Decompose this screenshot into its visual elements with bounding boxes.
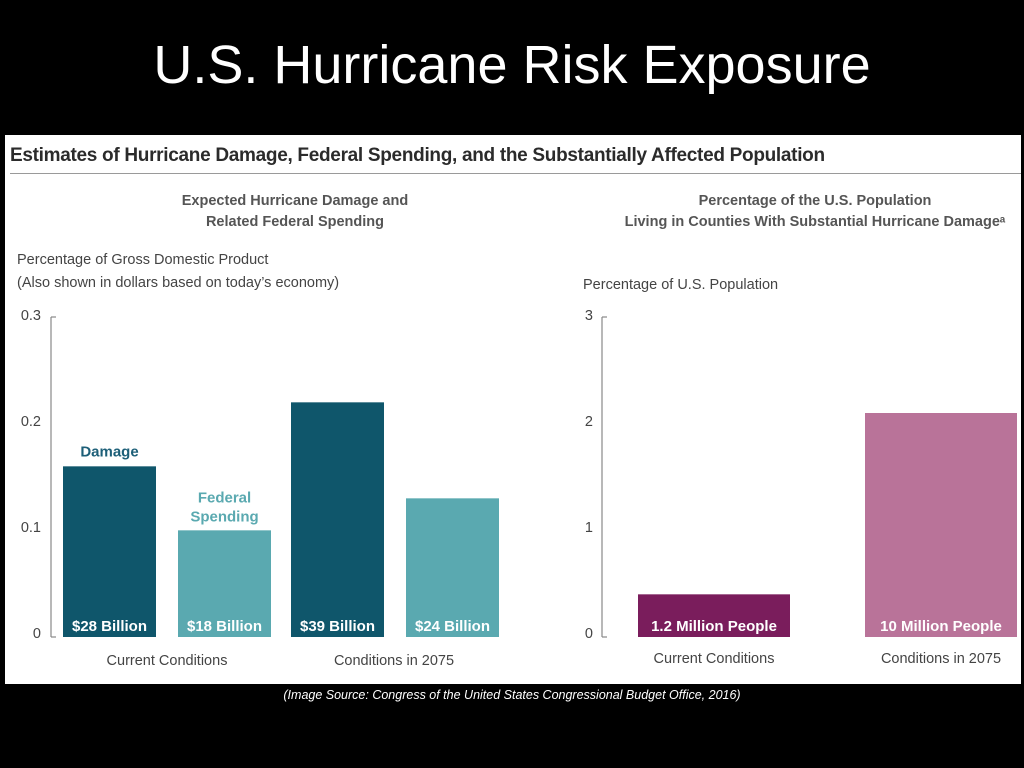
- population-bar-value-label: 10 Million People: [880, 618, 1002, 635]
- figure-title: Estimates of Hurricane Damage, Federal S…: [10, 145, 825, 166]
- federal-spending-series-label: Spending: [190, 508, 258, 525]
- population-bar-value-label: 1.2 Million People: [651, 618, 777, 635]
- federal-spending-bar: [178, 530, 271, 637]
- federal-spending-series-label: Federal: [198, 489, 251, 506]
- right-chart-title-line-1: Percentage of the U.S. Population: [698, 193, 932, 209]
- slide-title: U.S. Hurricane Risk Exposure: [153, 35, 871, 95]
- right-y-tick: 3: [584, 308, 593, 324]
- federal-spending-bar-value-label: $18 Billion: [187, 618, 262, 635]
- left-y-axis-label: Percentage of Gross Domestic Product (Al…: [17, 249, 339, 295]
- damage-bar-value-label: $28 Billion: [72, 618, 147, 635]
- right-category-label: Current Conditions: [653, 651, 775, 667]
- right-y-axis-label-line-1: Percentage of U.S. Population: [583, 277, 779, 293]
- population-bar: [865, 413, 1017, 637]
- left-y-tick: 0.2: [20, 414, 41, 430]
- damage-bar: [63, 466, 156, 637]
- left-category-label: Conditions in 2075: [333, 653, 455, 669]
- figure-panel: Estimates of Hurricane Damage, Federal S…: [5, 135, 1021, 684]
- bar-charts: $28 Billion $18 Billion $39 Billion $24 Bil…: [50, 316, 1017, 638]
- right-chart-title-line-2: Living in Counties With Substantial Hurr…: [624, 214, 1006, 230]
- right-y-tick: 1: [584, 520, 593, 536]
- title-divider: [10, 173, 1021, 174]
- left-y-axis-label-line-1: Percentage of Gross Domestic Product: [17, 252, 269, 268]
- right-y-tick: 0: [584, 626, 593, 642]
- left-chart-title-line-1: Expected Hurricane Damage and: [181, 193, 409, 209]
- image-source-caption: (Image Source: Congress of the United St…: [283, 688, 741, 702]
- left-category-label: Current Conditions: [106, 653, 228, 669]
- left-chart-title-line-2: Related Federal Spending: [205, 214, 385, 230]
- population-bar: [638, 594, 790, 637]
- left-y-axis-label-line-2: (Also shown in dollars based on today’s …: [17, 275, 340, 291]
- left-chart-title: Expected Hurricane Damage and Related Fe…: [155, 191, 435, 233]
- left-y-tick: 0: [32, 626, 41, 642]
- damage-series-label: Damage: [80, 443, 138, 460]
- left-y-tick: 0.3: [20, 308, 41, 324]
- right-category-label: Conditions in 2075: [880, 651, 1002, 667]
- right-y-axis-label: Percentage of U.S. Population: [583, 274, 778, 297]
- federal-spending-bar: [406, 498, 499, 637]
- left-y-tick: 0.1: [20, 520, 41, 536]
- right-chart-title: Percentage of the U.S. Population Living…: [585, 191, 1024, 233]
- right-y-tick: 2: [584, 414, 593, 430]
- damage-bar: [291, 402, 384, 637]
- damage-bar-value-label: $39 Billion: [300, 618, 375, 635]
- federal-spending-bar-value-label: $24 Billion: [415, 618, 490, 635]
